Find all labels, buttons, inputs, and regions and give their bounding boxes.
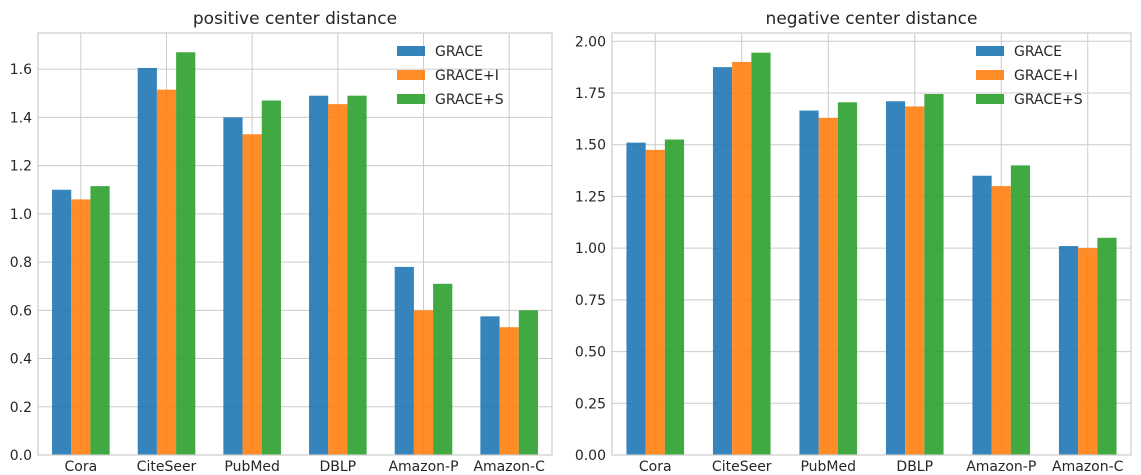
x-tick-label: Amazon-C	[473, 459, 545, 475]
y-tick-label: 0.8	[10, 255, 32, 271]
bar-grace-plus-i-amazon-c	[1078, 248, 1098, 455]
plot-area	[38, 33, 552, 455]
chart-panel-2: 0.00 0.25 0.50 0.75 1.00 1.25 1.50 1.75 2.00 Cora…	[575, 9, 1132, 475]
y-tick-label: 1.00	[575, 241, 606, 257]
legend-swatch	[397, 46, 425, 56]
bar-grace-plus-s-cora	[90, 186, 110, 455]
legend-label: GRACE+S	[1014, 92, 1083, 108]
plot-area	[612, 33, 1131, 455]
plot-frame	[37, 32, 553, 456]
y-tick-label: 0.2	[10, 400, 32, 416]
legend-label: GRACE+S	[435, 92, 504, 108]
bar-grace-amazon-c	[480, 316, 500, 455]
y-tick-label: 0.75	[575, 293, 606, 309]
bar-grace-dblp	[885, 101, 906, 455]
y-tick-label: 0.0	[10, 448, 32, 464]
bar-grace-plus-s-dblp	[924, 94, 944, 456]
bar-grace-plus-i-pubmed	[818, 117, 838, 456]
bar-grace-citeseer	[712, 67, 733, 455]
legend-label: GRACE+I	[1014, 68, 1078, 84]
y-tick-label: 1.75	[575, 86, 606, 102]
bar-grace-plus-s-amazon-c	[1097, 237, 1117, 455]
y-tick-label: 0.6	[10, 303, 32, 319]
y-tick-label: 0.00	[575, 448, 606, 464]
bar-grace-plus-s-pubmed	[837, 102, 858, 456]
bar-grace-plus-s-citeseer	[751, 52, 771, 455]
bar-grace-plus-i-citeseer	[156, 89, 177, 455]
bar-grace-citeseer	[137, 67, 157, 456]
bar-grace-plus-i-amazon-p	[991, 186, 1011, 455]
bar-grace-cora	[52, 189, 72, 455]
x-tick-label: DBLP	[320, 459, 357, 475]
x-tick-label: DBLP	[896, 459, 933, 475]
y-tick-label: 1.50	[575, 138, 606, 154]
bar-grace-plus-i-dblp	[905, 106, 925, 455]
x-tick-label: Cora	[639, 459, 672, 475]
chart-panel-1: 0.0 0.2 0.4 0.6 0.8 1.0 1.2 1.4 1.6 Cora CiteSeer P…	[10, 9, 553, 475]
legend: GRACE GRACE+I GRACE+S	[976, 44, 1083, 108]
bar-grace-plus-s-cora	[664, 139, 685, 456]
x-tick-label: Cora	[64, 459, 97, 475]
bar-grace-pubmed	[799, 110, 819, 455]
legend-label: GRACE	[435, 44, 483, 60]
bar-grace-plus-s-amazon-p	[1010, 165, 1031, 455]
bar-grace-amazon-p	[972, 175, 992, 455]
bar-grace-plus-s-dblp	[347, 95, 367, 455]
y-tick-label: 0.4	[10, 352, 32, 368]
x-tick-label: CiteSeer	[712, 459, 772, 475]
bar-grace-plus-s-citeseer	[176, 52, 196, 455]
y-tick-label: 1.0	[10, 207, 32, 223]
legend-swatch	[397, 94, 425, 104]
bar-grace-plus-i-citeseer	[732, 61, 752, 455]
y-tick-label: 1.6	[10, 62, 32, 78]
legend-swatch	[976, 94, 1004, 104]
x-tick-label: PubMed	[224, 459, 280, 475]
y-tick-label: 0.50	[575, 345, 606, 361]
legend-label: GRACE+I	[435, 68, 499, 84]
bar-grace-amazon-c	[1058, 246, 1079, 455]
bar-grace-plus-i-amazon-p	[413, 310, 434, 455]
chart-title: negative center distance	[766, 9, 978, 29]
bar-grace-amazon-p	[394, 266, 414, 455]
x-tick-label: CiteSeer	[137, 459, 197, 475]
plot-frame	[611, 32, 1132, 456]
bar-grace-plus-i-cora	[645, 149, 665, 456]
bar-grace-plus-i-cora	[71, 199, 91, 455]
bar-grace-pubmed	[223, 117, 243, 456]
bar-grace-plus-i-dblp	[328, 104, 348, 455]
bar-grace-plus-i-amazon-c	[499, 327, 519, 455]
y-tick-label: 1.25	[575, 189, 606, 205]
bar-grace-plus-s-amazon-p	[433, 283, 453, 455]
legend-label: GRACE	[1014, 44, 1062, 60]
legend-swatch	[976, 70, 1004, 80]
bar-grace-plus-i-pubmed	[242, 134, 262, 455]
y-tick-label: 1.4	[10, 110, 32, 126]
legend-swatch	[976, 46, 1004, 56]
x-tick-label: Amazon-P	[966, 459, 1036, 475]
x-tick-label: Amazon-C	[1052, 459, 1124, 475]
y-tick-label: 2.00	[575, 34, 606, 50]
bar-grace-plus-s-amazon-c	[518, 310, 538, 455]
bar-grace-plus-s-pubmed	[261, 100, 281, 456]
x-tick-label: Amazon-P	[388, 459, 458, 475]
legend-swatch	[397, 70, 425, 80]
bar-grace-cora	[626, 142, 646, 455]
y-tick-label: 0.25	[575, 396, 606, 412]
y-tick-label: 1.2	[10, 159, 32, 175]
x-tick-label: PubMed	[800, 459, 856, 475]
chart-title: positive center distance	[193, 9, 397, 29]
bar-grace-dblp	[309, 95, 329, 455]
legend: GRACE GRACE+I GRACE+S	[397, 44, 504, 108]
